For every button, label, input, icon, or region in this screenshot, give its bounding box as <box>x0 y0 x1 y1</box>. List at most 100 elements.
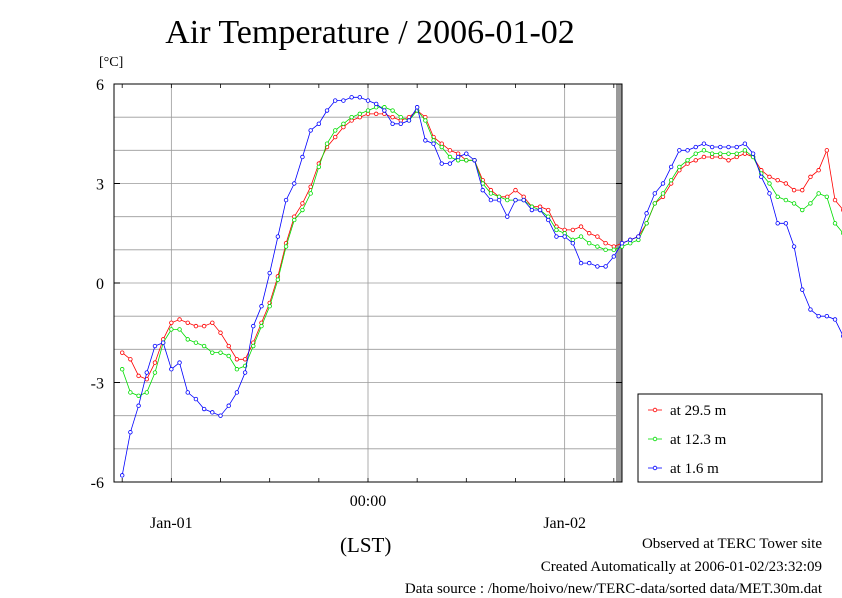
series-point-2 <box>251 343 256 349</box>
series-point-3 <box>341 98 346 103</box>
series-point-3 <box>537 207 543 213</box>
series-point-3 <box>570 240 576 246</box>
series-point-3 <box>709 144 715 150</box>
series-point-3 <box>218 413 223 418</box>
series-point-3 <box>373 101 379 107</box>
series-point-3 <box>382 108 387 113</box>
series-point-3 <box>603 264 608 269</box>
series-point-3 <box>775 221 780 226</box>
series-point-2 <box>832 221 838 226</box>
series-point-2 <box>185 337 190 342</box>
series-point-2 <box>652 201 657 206</box>
x-tick-label: Jan-01 <box>150 515 193 532</box>
series-point-1 <box>218 330 223 335</box>
series-point-1 <box>447 148 453 153</box>
series-point-2 <box>587 240 592 246</box>
y-tick-label: 6 <box>96 77 104 94</box>
series-point-2 <box>390 108 395 113</box>
series-point-3 <box>455 154 461 160</box>
series-point-3 <box>488 197 494 203</box>
series-point-1 <box>701 154 707 160</box>
series-point-2 <box>193 340 199 345</box>
series-point-1 <box>693 158 698 163</box>
series-point-2 <box>595 244 600 249</box>
legend-swatch-point <box>652 465 658 471</box>
series-point-3 <box>791 244 797 249</box>
y-tick-label: -3 <box>91 376 104 393</box>
series-point-1 <box>300 201 305 206</box>
legend-swatch-point <box>652 436 658 442</box>
series-point-3 <box>734 144 739 150</box>
series-point-3 <box>505 214 510 219</box>
series-point-2 <box>709 151 715 156</box>
series-point-1 <box>234 357 240 362</box>
footer-site: Observed at TERC Tower site <box>641 536 822 552</box>
series-point-2 <box>791 201 797 206</box>
series-point-2 <box>144 390 149 395</box>
legend-swatch-point <box>652 407 658 413</box>
series-point-1 <box>816 168 821 173</box>
series-point-1 <box>546 207 551 213</box>
legend-label: at 12.3 m <box>670 432 727 448</box>
series-point-2 <box>718 151 723 156</box>
series-point-3 <box>144 370 149 375</box>
series-point-1 <box>128 357 133 362</box>
series-point-2 <box>505 197 510 203</box>
series-point-1 <box>242 357 248 362</box>
series-point-3 <box>242 370 248 375</box>
series-point-3 <box>562 234 567 239</box>
series-point-3 <box>554 234 559 239</box>
series-point-2 <box>365 108 371 113</box>
series-point-2 <box>439 144 444 150</box>
series-point-2 <box>701 148 707 153</box>
series-point-2 <box>775 194 780 199</box>
series-point-3 <box>619 240 625 246</box>
series-point-2 <box>398 114 403 120</box>
series-point-1 <box>824 148 830 153</box>
series-point-1 <box>726 158 731 163</box>
series-point-2 <box>349 114 354 120</box>
series-point-3 <box>251 323 256 329</box>
series-point-2 <box>685 158 690 163</box>
series-point-3 <box>652 191 657 196</box>
series-point-1 <box>775 177 780 183</box>
series-point-3 <box>316 121 322 126</box>
series-point-2 <box>693 151 698 156</box>
series-point-3 <box>783 221 789 226</box>
series-point-3 <box>496 197 502 203</box>
series-point-3 <box>439 161 444 166</box>
series-point-2 <box>267 304 272 309</box>
series-point-3 <box>808 307 813 312</box>
series-point-3 <box>587 260 592 266</box>
series-point-3 <box>513 197 518 203</box>
series-point-3 <box>210 410 215 415</box>
series-point-2 <box>210 350 215 355</box>
series-point-2 <box>603 247 608 253</box>
series-point-2 <box>800 207 805 213</box>
series-point-1 <box>513 187 518 193</box>
series-point-3 <box>193 396 199 402</box>
series-point-2 <box>816 191 821 196</box>
series-point-3 <box>636 234 641 239</box>
series-point-2 <box>668 177 674 183</box>
series-point-1 <box>595 234 600 239</box>
series-point-2 <box>136 393 141 398</box>
series-point-3 <box>677 148 682 153</box>
series-point-1 <box>808 174 813 180</box>
series-point-2 <box>677 164 682 170</box>
series-point-2 <box>660 191 666 196</box>
series-point-3 <box>726 144 731 150</box>
series-point-3 <box>521 197 526 203</box>
series-point-1 <box>832 197 838 203</box>
y-tick-label: -6 <box>91 475 104 492</box>
series-point-3 <box>357 95 363 100</box>
series-point-2 <box>201 343 207 349</box>
series-point-2 <box>357 111 363 117</box>
y-tick-label: 0 <box>96 276 104 293</box>
series-point-2 <box>169 327 174 332</box>
series-point-2 <box>234 367 240 372</box>
series-point-2 <box>742 148 748 153</box>
series-point-3 <box>447 161 453 166</box>
series-point-3 <box>480 187 485 193</box>
